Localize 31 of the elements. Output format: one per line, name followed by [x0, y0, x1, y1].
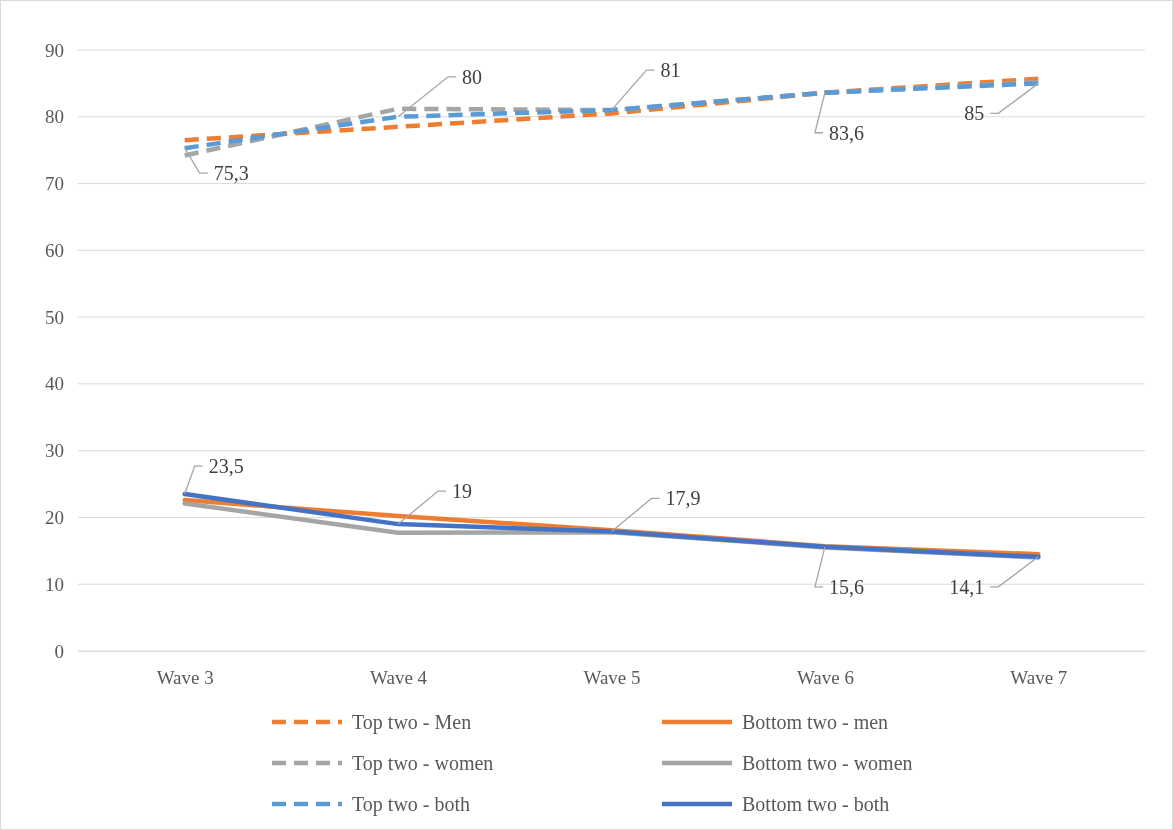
x-tick-label: Wave 6: [796, 667, 854, 689]
data-label: 85: [964, 102, 985, 125]
y-tick-label: 40: [45, 373, 64, 395]
y-tick-label: 30: [45, 440, 64, 462]
data-label: 15,6: [828, 575, 864, 598]
y-tick-label: 10: [45, 573, 64, 595]
legend-label: Top two - both: [352, 793, 471, 816]
data-label: 14,1: [949, 575, 985, 598]
y-tick-label: 70: [45, 173, 64, 195]
data-label: 81: [660, 59, 681, 82]
legend-label: Bottom two - both: [742, 793, 890, 815]
data-label: 23,5: [208, 455, 244, 478]
x-tick-label: Wave 3: [156, 667, 214, 689]
legend-label: Bottom two - men: [742, 711, 889, 733]
data-label: 80: [462, 65, 483, 88]
data-label: 75,3: [213, 162, 249, 185]
y-tick-label: 50: [45, 306, 64, 328]
y-tick-label: 60: [45, 239, 64, 261]
legend-label: Top two - Men: [352, 711, 472, 734]
x-tick-label: Wave 5: [583, 667, 641, 689]
x-tick-label: Wave 7: [1010, 667, 1068, 689]
data-label: 17,9: [665, 487, 701, 510]
data-label: 19: [452, 480, 473, 503]
y-tick-label: 0: [54, 640, 64, 662]
y-tick-label: 80: [45, 106, 64, 128]
data-label: 83,6: [828, 121, 864, 144]
y-tick-label: 90: [45, 39, 64, 61]
legend-label: Top two - women: [352, 752, 494, 775]
x-tick-label: Wave 4: [370, 667, 428, 689]
legend-label: Bottom two - women: [742, 752, 913, 774]
y-tick-label: 20: [45, 507, 64, 529]
